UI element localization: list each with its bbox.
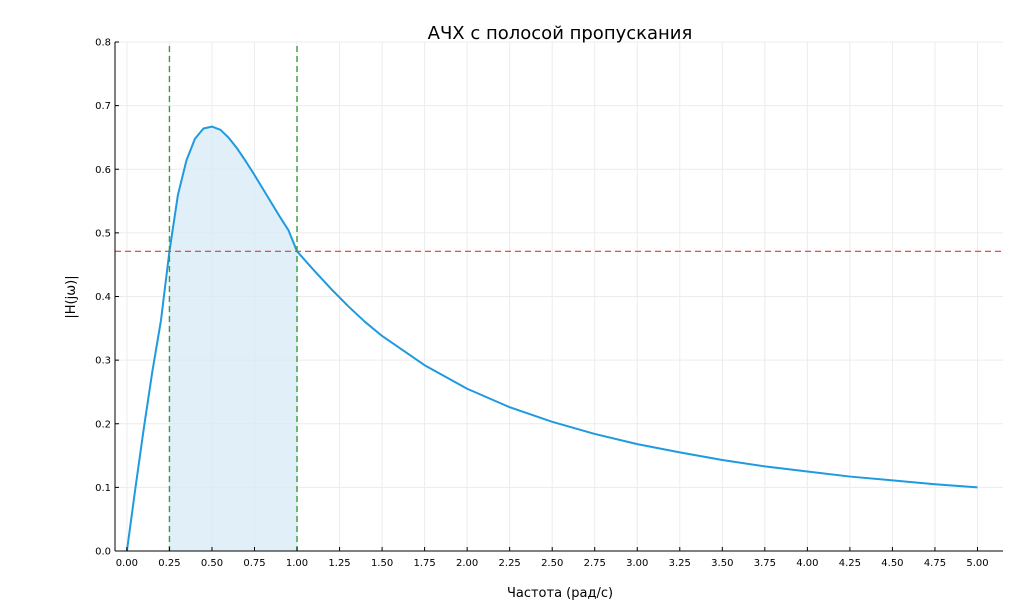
x-tick-label: 0.25 [158,558,180,569]
y-tick-label: 0.3 [95,356,111,367]
y-tick-label: 0.7 [95,101,111,112]
x-ticks: 0.00 0.25 0.50 0.75 1.00 1.25 1.50 1.75 2.00 2.25… [116,547,989,569]
y-tick-label: 0.6 [95,165,111,176]
x-tick-label: 4.00 [796,558,818,569]
passband-fill [169,126,298,551]
x-tick-label: 2.25 [499,558,521,569]
x-tick-label: 0.00 [116,558,138,569]
x-tick-label: 2.75 [584,558,606,569]
reference-lines [115,46,1003,551]
magnitude-curve [125,125,978,552]
x-tick-label: 3.50 [711,558,733,569]
x-tick-label: 1.25 [328,558,350,569]
x-tick-label: 1.75 [413,558,435,569]
y-tick-label: 0.1 [95,483,111,494]
x-tick-label: 4.50 [881,558,903,569]
x-tick-label: 4.25 [839,558,861,569]
y-ticks: 0.0 0.1 0.2 0.3 0.4 0.5 0.6 0.7 0.8 [95,38,119,558]
x-tick-label: 2.50 [541,558,563,569]
y-tick-label: 0.0 [95,547,111,558]
y-tick-label: 0.8 [95,38,111,49]
y-tick-label: 0.4 [95,292,111,303]
x-tick-label: 5.00 [966,558,988,569]
chart-title: АЧХ с полосой пропускания [428,23,693,44]
passband-fill-group [169,126,298,551]
x-tick-label: 0.75 [243,558,265,569]
x-axis-label: Частота (рад/с) [507,586,613,600]
x-tick-label: 3.00 [626,558,648,569]
x-tick-label: 3.75 [754,558,776,569]
y-tick-label: 0.5 [95,228,111,239]
x-tick-label: 3.25 [669,558,691,569]
x-tick-label: 2.00 [456,558,478,569]
x-tick-label: 4.75 [924,558,946,569]
x-tick-label: 1.50 [371,558,393,569]
x-tick-label: 1.00 [286,558,308,569]
curve-group [125,125,978,552]
x-tick-label: 0.50 [201,558,223,569]
y-axis-label: |H(jω)| [64,275,79,318]
y-tick-label: 0.2 [95,419,111,430]
